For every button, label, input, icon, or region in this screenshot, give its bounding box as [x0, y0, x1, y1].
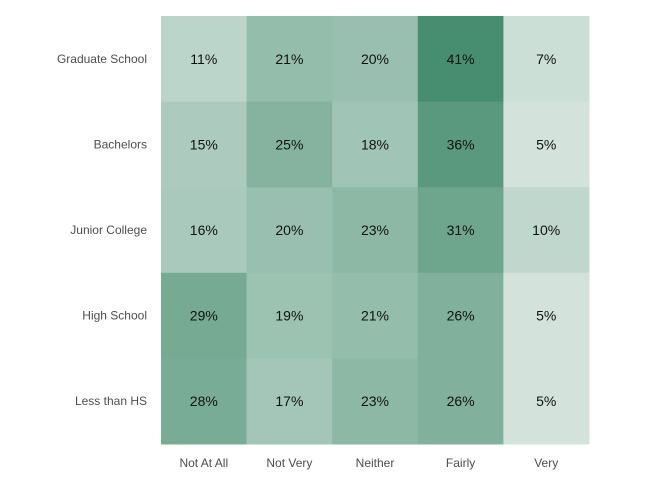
- heatmap-cell: [503, 187, 590, 274]
- heatmap-cell: [246, 16, 333, 103]
- cell-value-label: 5%: [536, 308, 556, 324]
- cell-value-label: 31%: [447, 222, 475, 238]
- row-label: Graduate School: [57, 52, 147, 66]
- heatmap-cell: [246, 187, 333, 274]
- cell-value-label: 21%: [361, 308, 389, 324]
- row-label: Junior College: [70, 223, 147, 237]
- heatmap-cell: [417, 187, 504, 274]
- heatmap-cell: [161, 358, 248, 445]
- heatmap-cell: [417, 101, 504, 188]
- cell-value-label: 7%: [536, 51, 556, 67]
- heatmap-cell: [417, 272, 504, 359]
- cell-value-label: 20%: [275, 222, 303, 238]
- cell-value-label: 16%: [190, 222, 218, 238]
- heatmap-cell: [161, 272, 248, 359]
- heatmap-cell: [503, 16, 590, 103]
- heatmap-cell: [332, 16, 419, 103]
- row-label: Bachelors: [94, 137, 147, 151]
- cell-value-label: 23%: [361, 393, 389, 409]
- cell-value-label: 17%: [275, 393, 303, 409]
- cell-value-label: 20%: [361, 51, 389, 67]
- cell-value-label: 11%: [190, 51, 217, 67]
- heatmap-cell: [161, 16, 248, 103]
- heatmap-cell: [417, 16, 504, 103]
- cell-value-label: 25%: [275, 136, 303, 152]
- row-labels: Graduate School Bachelors Junior College Hi…: [57, 52, 147, 408]
- heatmap-cell: [246, 101, 333, 188]
- heatmap-cell: [246, 272, 333, 359]
- cell-value-label: 15%: [190, 136, 218, 152]
- heatmap-cell: [332, 187, 419, 274]
- cell-value-label: 29%: [190, 308, 218, 324]
- cell-value-label: 10%: [532, 222, 560, 238]
- heatmap-cell: [417, 358, 504, 445]
- cell-value-label: 26%: [447, 308, 475, 324]
- heatmap-cells: [161, 16, 590, 445]
- cell-value-label: 23%: [361, 222, 389, 238]
- heatmap-cell: [503, 272, 590, 359]
- cell-value-label: 5%: [536, 393, 556, 409]
- cell-value-label: 21%: [275, 51, 303, 67]
- column-labels: Not At All Not Very Neither Fairly Very: [179, 456, 558, 470]
- column-label: Not Very: [266, 456, 312, 470]
- heatmap-cell: [332, 358, 419, 445]
- cell-value-label: 18%: [361, 136, 389, 152]
- heatmap-cell: [332, 272, 419, 359]
- cell-value-label: 28%: [190, 393, 218, 409]
- cell-value-label: 19%: [275, 308, 303, 324]
- heatmap-cell: [503, 358, 590, 445]
- heatmap-cell: [161, 101, 248, 188]
- column-label: Not At All: [179, 456, 228, 470]
- cell-value-labels: 11% 21% 20% 41% 7% 15% 25% 18% 36% 5% 16% 20% 23% 31%…: [190, 51, 560, 409]
- cell-value-label: 5%: [536, 136, 556, 152]
- column-label: Neither: [356, 456, 395, 470]
- cell-value-label: 41%: [447, 51, 475, 67]
- row-label: High School: [82, 309, 147, 323]
- heatmap-cell: [503, 101, 590, 188]
- cell-value-label: 36%: [447, 136, 475, 152]
- row-label: Less than HS: [75, 394, 147, 408]
- cell-value-label: 26%: [447, 393, 475, 409]
- column-label: Very: [534, 456, 558, 470]
- heatmap-cell: [246, 358, 333, 445]
- column-label: Fairly: [446, 456, 475, 470]
- heatmap-cell: [332, 101, 419, 188]
- heatmap-cell: [161, 187, 248, 274]
